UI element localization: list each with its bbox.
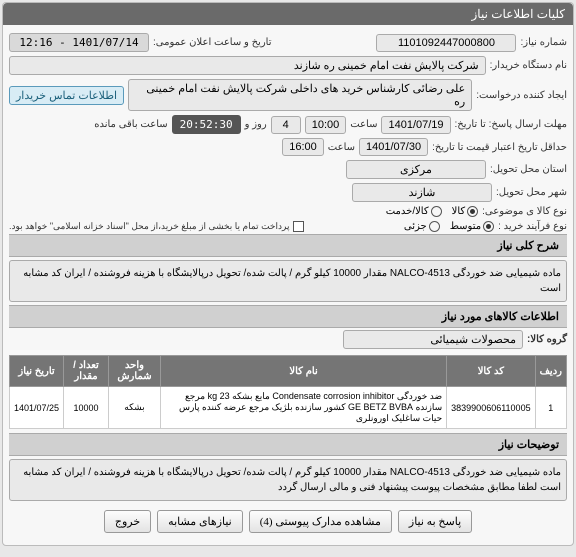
validity-time-label: ساعت [328, 142, 355, 153]
panel-title: کلیات اطلاعات نیاز [3, 3, 573, 25]
city-label: شهر محل تحویل: [496, 187, 567, 198]
reply-button[interactable]: پاسخ به نیاز [398, 510, 472, 533]
process-radio-group: متوسط جزئی [404, 221, 494, 232]
desc-text: ماده شیمیایی ضد خوردگی NALCO-4513 مقدار … [9, 260, 567, 302]
subject-radio-group: کالا کالا/خدمت [386, 206, 478, 217]
treasury-label: پرداخت تمام یا بخشی از مبلغ خرید،از محل … [9, 221, 289, 232]
radio-kala[interactable] [467, 206, 478, 217]
countdown-timer: 20:52:30 [172, 115, 241, 134]
cell-code: 3839900606110005 [447, 387, 535, 429]
contact-info-button[interactable]: اطلاعات تماس خریدار [9, 86, 124, 105]
radio-medium[interactable] [483, 221, 494, 232]
radio-minor[interactable] [429, 221, 440, 232]
cell-idx: 1 [535, 387, 566, 429]
group-label: گروه کالا: [527, 334, 567, 345]
validity-date: 1401/07/30 [359, 138, 428, 156]
th-code: کد کالا [447, 356, 535, 387]
deadline-days-unit: روز و [245, 119, 267, 130]
panel-body: شماره نیاز: 1101092447000800 تاریخ و ساع… [3, 25, 573, 545]
deadline-time-label: ساعت [350, 119, 377, 130]
deadline-days: 4 [271, 116, 301, 134]
th-name: نام کالا [161, 356, 447, 387]
cell-date: 1401/07/25 [10, 387, 64, 429]
deadline-label: مهلت ارسال پاسخ: تا تاریخ: [455, 119, 567, 130]
exit-button[interactable]: خروج [104, 510, 151, 533]
footer-buttons: پاسخ به نیاز مشاهده مدارک پیوستی (4) نیا… [9, 504, 567, 539]
remain-label: ساعت باقی مانده [94, 119, 167, 130]
creator-label: ایجاد کننده درخواست: [476, 90, 567, 101]
province-label: استان محل تحویل: [490, 164, 567, 175]
need-no-label: شماره نیاز: [520, 37, 567, 48]
buyer-label: نام دستگاه خریدار: [490, 60, 567, 71]
more-title: توضیحات نیاز [9, 433, 567, 456]
public-date-value: 1401/07/14 - 12:16 [9, 33, 149, 52]
attachments-button[interactable]: مشاهده مدارک پیوستی (4) [249, 510, 392, 533]
public-date-label: تاریخ و ساعت اعلان عمومی: [153, 37, 272, 48]
subject-label: نوع کالا ی موضوعی: [482, 206, 567, 217]
radio-kala-khedmat[interactable] [431, 206, 442, 217]
validity-time: 16:00 [282, 138, 324, 156]
city-value: شازند [352, 183, 492, 202]
th-idx: ردیف [535, 356, 566, 387]
cell-name: ضد خوردگی Condensate corrosion inhibitor… [161, 387, 447, 429]
group-value: محصولات شیمیائی [343, 330, 523, 349]
items-title: اطلاعات کالاهای مورد نیاز [9, 305, 567, 328]
table-row: 1 3839900606110005 ضد خوردگی Condensate … [10, 387, 567, 429]
similar-button[interactable]: نیازهای مشابه [157, 510, 243, 533]
cell-unit: بشکه [108, 387, 160, 429]
treasury-checkbox[interactable] [293, 221, 304, 232]
desc-title: شرح کلی نیاز [9, 234, 567, 257]
main-panel: کلیات اطلاعات نیاز شماره نیاز: 110109244… [2, 2, 574, 546]
th-qty: تعداد / مقدار [64, 356, 109, 387]
validity-label: حداقل تاریخ اعتبار قیمت تا تاریخ: [432, 142, 567, 153]
th-date: تاریخ نیاز [10, 356, 64, 387]
creator-value: علی رضائی کارشناس خرید های داخلی شرکت پا… [128, 79, 472, 111]
buyer-value: شرکت پالایش نفت امام خمینی ره شازند [9, 56, 486, 75]
need-no-value: 1101092447000800 [376, 34, 516, 52]
deadline-time: 10:00 [305, 116, 347, 134]
province-value: مرکزی [346, 160, 486, 179]
deadline-date: 1401/07/19 [381, 116, 450, 134]
process-label: نوع فرآیند خرید : [498, 221, 567, 232]
cell-qty: 10000 [64, 387, 109, 429]
th-unit: واحد شمارش [108, 356, 160, 387]
items-table: ردیف کد کالا نام کالا واحد شمارش تعداد /… [9, 355, 567, 429]
more-text: ماده شیمیایی ضد خوردگی NALCO-4513 مقدار … [9, 459, 567, 501]
